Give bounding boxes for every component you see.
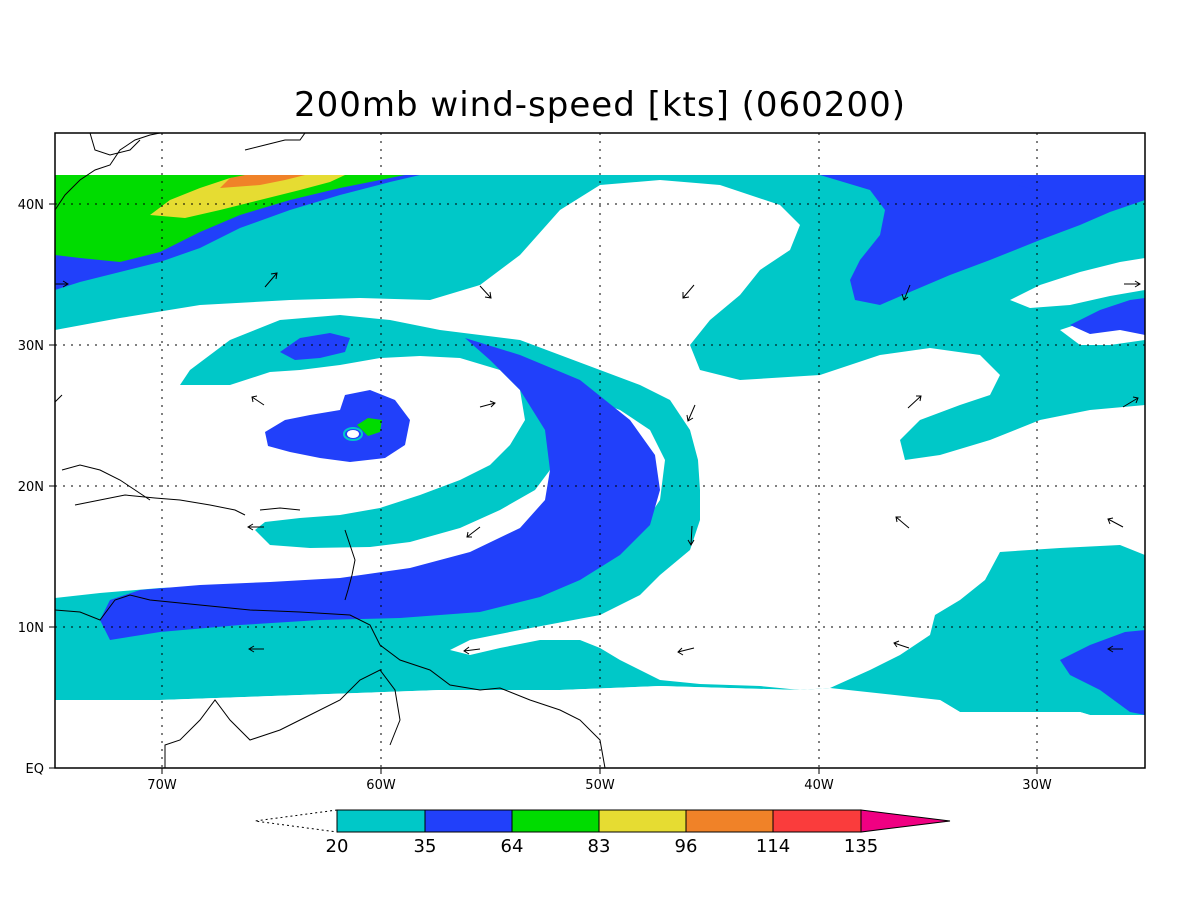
contour-35kt-blue-jet-ne — [820, 175, 1145, 305]
x-tick-label: 30W — [1022, 778, 1052, 793]
colorbar-label: 20 — [326, 836, 349, 857]
y-axis-labels: EQ 10N 20N 30N 40N — [18, 198, 44, 777]
coast-north-america — [55, 133, 161, 211]
contour-calm-white-ne — [1010, 258, 1145, 308]
x-tick-label: 70W — [147, 778, 177, 793]
colorbar-label: 64 — [501, 836, 524, 857]
x-tick-label: 40W — [804, 778, 834, 793]
y-tick-label: 30N — [18, 339, 44, 354]
wind-arrow — [893, 640, 910, 649]
contour-35kt-blue-se — [1060, 630, 1145, 715]
wind-arrow — [1107, 517, 1124, 528]
wind-arrow — [677, 647, 695, 656]
coastlines — [55, 133, 606, 768]
colorbar-label: 135 — [844, 836, 878, 857]
colorbar-box — [598, 809, 687, 833]
coast-hispaniola — [74, 494, 246, 516]
wind-arrow — [264, 272, 278, 288]
low-center-cyan-ring — [343, 427, 363, 441]
wind-arrow — [247, 523, 264, 531]
grid — [55, 133, 1145, 768]
coast-puerto-rico — [259, 507, 301, 511]
colorbar-under-triangle — [254, 809, 338, 833]
contour-83kt-yellow — [150, 175, 345, 218]
x-axis-labels: 70W 60W 50W 40W 30W — [147, 778, 1052, 793]
x-tick-label: 60W — [366, 778, 396, 793]
colorbar-label: 114 — [756, 836, 790, 857]
contour-64kt-green-core — [357, 418, 382, 436]
contour-96kt-orange — [220, 175, 305, 188]
wind-arrow — [682, 284, 695, 299]
coast-newfoundland — [244, 133, 306, 151]
wind-arrow — [895, 516, 910, 529]
wind-arrow — [907, 395, 922, 409]
map-title: 200mb wind-speed [kts] (060200) — [294, 85, 906, 125]
coast-lesser-antilles — [344, 529, 356, 601]
coast-cuba — [61, 464, 151, 501]
y-tick-label: 10N — [18, 621, 44, 636]
contour-35kt-blue-arc — [100, 338, 660, 640]
wind-arrow — [479, 400, 496, 408]
wind-arrow — [901, 284, 911, 301]
colorbar-box — [685, 809, 774, 833]
wind-vectors — [55, 272, 1141, 656]
colorbar-box — [424, 809, 513, 833]
wind-arrow — [1107, 645, 1123, 653]
x-tick-label: 50W — [585, 778, 615, 793]
contour-35kt-blue-e — [1070, 298, 1145, 335]
wind-arrow — [463, 646, 481, 655]
colorbar: 20 35 64 83 96 114 135 — [254, 809, 951, 857]
colorbar-label: 83 — [588, 836, 611, 857]
y-tick-label: 20N — [18, 480, 44, 495]
coast-south-america — [55, 594, 606, 768]
wind-arrow — [55, 280, 69, 288]
contour-64kt-green-jet — [55, 175, 405, 262]
wind-arrow — [1122, 396, 1139, 408]
y-tick-label: 40N — [18, 198, 44, 213]
coast-nova-scotia — [89, 133, 141, 156]
wind-arrow — [251, 395, 265, 406]
wind-arrow — [466, 526, 481, 538]
y-tick-label: EQ — [26, 762, 44, 777]
wind-arrow — [55, 394, 63, 403]
wind-arrow — [479, 285, 492, 299]
contour-35kt-blue-top-ne — [1018, 178, 1042, 190]
colorbar-label: 96 — [675, 836, 698, 857]
coast-venezuela-interior — [164, 669, 401, 768]
colorbar-box — [336, 809, 426, 833]
tick-marks — [49, 203, 1038, 774]
colorbar-box — [511, 809, 600, 833]
colorbar-over-triangle — [860, 809, 951, 833]
colorbar-box — [772, 809, 862, 833]
wind-arrow — [248, 645, 264, 653]
wind-arrow — [1124, 280, 1141, 288]
colorbar-label: 35 — [414, 836, 437, 857]
contour-35kt-blue-ring — [265, 390, 410, 462]
wind-arrow — [686, 404, 696, 422]
contour-35kt-blue-small — [280, 333, 350, 360]
map-panel — [55, 133, 1145, 768]
wind-contours — [55, 175, 1145, 768]
wind-arrow — [687, 525, 695, 546]
low-center-white — [347, 430, 359, 438]
